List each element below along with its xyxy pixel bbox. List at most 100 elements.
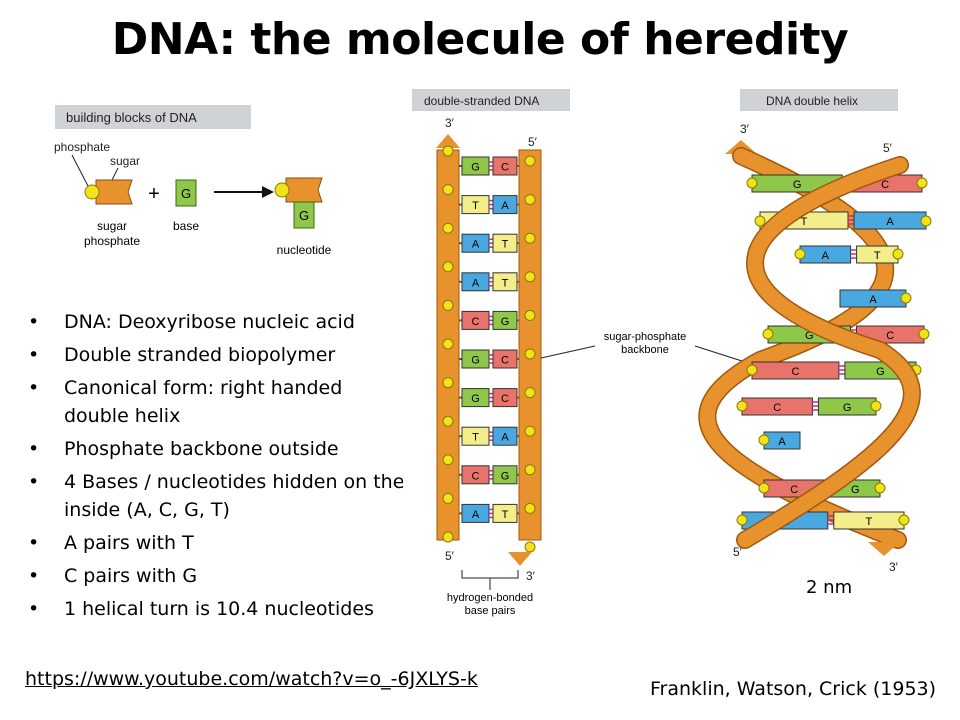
base-right-letter: A xyxy=(501,432,509,444)
helix-phosphate-dot xyxy=(758,434,770,446)
youtube-link[interactable]: https://www.youtube.com/watch?v=o_-6JXLY… xyxy=(25,668,478,690)
base-left-letter: A xyxy=(472,509,480,521)
sugar-label: sugar xyxy=(110,154,140,168)
phosphate-dot xyxy=(442,338,454,350)
double-helix-diagram: DNA double helix 3′ 5′ G CT AA TAG CC GC GAC GA… xyxy=(698,89,932,598)
bullet-item: DNA: Deoxyribose nucleic acid xyxy=(28,308,403,336)
helix-phosphate-dot xyxy=(754,215,766,227)
phosphate-dot xyxy=(442,145,454,157)
base-right-letter: G xyxy=(501,316,510,328)
helix-base-left-letter: C xyxy=(790,484,798,496)
base-right-letter: C xyxy=(501,162,509,174)
base-left-letter: C xyxy=(472,470,480,482)
phosphate-dot xyxy=(524,464,536,476)
ladder-top-arrow xyxy=(436,134,460,148)
phosphate-pointer xyxy=(71,154,89,187)
helix-base-right-letter: C xyxy=(886,330,894,342)
base-left-letter: G xyxy=(471,162,480,174)
helix-bottom-arrow xyxy=(868,542,900,556)
helix-phosphate-dot xyxy=(736,400,748,412)
helix-bottom-right-label: 3′ xyxy=(889,560,899,574)
sugar-shape xyxy=(95,179,133,205)
bullet-item: Double stranded biopolymer xyxy=(28,341,403,369)
helix-phosphate-dot xyxy=(746,364,758,376)
helix-base-right-letter: T xyxy=(874,250,881,262)
helix-phosphate-dot xyxy=(794,248,806,260)
helix-phosphate-dot xyxy=(920,215,932,227)
phosphate-dot xyxy=(442,454,454,466)
helix-phosphate-dot xyxy=(892,248,904,260)
phosphate-dot xyxy=(442,377,454,389)
phosphate-dot xyxy=(524,194,536,206)
helix-base-left-letter: A xyxy=(778,436,786,448)
backbone-label-1: sugar-phosphate xyxy=(604,331,687,343)
bullet-list: DNA: Deoxyribose nucleic acid Double str… xyxy=(28,308,403,628)
bullet-item: Phosphate backbone outside xyxy=(28,435,403,463)
helix-base-right-letter: G xyxy=(876,366,885,378)
phosphate-dot xyxy=(524,387,536,399)
base-shape xyxy=(175,179,197,207)
arrow-head xyxy=(262,186,274,198)
phosphate-dot xyxy=(524,309,536,321)
sugar-phosphate-label-1: sugar xyxy=(97,219,127,233)
helix-phosphate-dot xyxy=(898,514,910,526)
helix-bottom-left-label: 5′ xyxy=(733,545,743,559)
helix-phosphate-dot xyxy=(736,514,748,526)
phosphate-dot xyxy=(524,425,536,437)
helix-phosphate-dot xyxy=(758,482,770,494)
helix-base-left-letter: C xyxy=(791,366,799,378)
slide-title: DNA: the molecule of heredity xyxy=(111,14,849,65)
helix-base-left-letter: G xyxy=(805,330,814,342)
helix-base-left-letter: C xyxy=(773,402,781,414)
base-left-letter: A xyxy=(472,277,480,289)
backbone-pointer-left xyxy=(540,345,596,359)
sugar-pointer xyxy=(111,167,119,181)
ladder-right-backbone xyxy=(518,149,542,541)
bullet-item: 4 Bases / nucleotides hidden on theinsid… xyxy=(28,468,403,524)
base-right-letter: C xyxy=(501,393,509,405)
helix-phosphate-dot xyxy=(870,400,882,412)
ladder-bottom-arrow xyxy=(508,552,532,566)
helix-phosphate-dot xyxy=(874,482,886,494)
base-right-letter: A xyxy=(501,200,509,212)
helix-base-left-letter: G xyxy=(793,179,802,191)
phosphate-dot xyxy=(524,541,536,553)
phosphate-dot xyxy=(442,415,454,427)
phosphate-dot xyxy=(442,184,454,196)
ladder-top-right-label: 5′ xyxy=(528,135,538,149)
helix-base-right-letter: G xyxy=(851,484,860,496)
ladder-top-left-label: 3′ xyxy=(445,116,455,130)
base-left-letter: A xyxy=(472,239,480,251)
helix-top-right-label: 5′ xyxy=(883,141,893,155)
ladder-header: double-stranded DNA xyxy=(424,94,539,108)
phosphate-dot xyxy=(524,348,536,360)
building-blocks-header-bg xyxy=(55,105,251,129)
base-right-letter: G xyxy=(501,470,510,482)
nucleotide-base xyxy=(293,201,315,229)
backbone-pointer-right xyxy=(694,345,746,363)
helix-phosphate-dot xyxy=(762,328,774,340)
helix-phosphate-dot xyxy=(746,177,758,189)
helix-header: DNA double helix xyxy=(766,94,858,108)
helix-phosphate-dot xyxy=(916,177,928,189)
nucleotide-label: nucleotide xyxy=(277,243,332,257)
base-left-letter: T xyxy=(472,200,479,212)
bullet-item: C pairs with G xyxy=(28,562,403,590)
building-blocks-header: building blocks of DNA xyxy=(66,110,197,125)
helix-base-right-letter: G xyxy=(843,402,852,414)
helix-base-left-letter: T xyxy=(801,216,808,228)
backbone-label-2: backbone xyxy=(621,344,669,356)
helix-base-pairs: G CT AA TAG CC GC GAC GA T xyxy=(736,174,932,530)
sugar-phosphate-label-2: phosphate xyxy=(84,234,140,248)
phosphate-dot xyxy=(442,299,454,311)
ladder-bottom-right-label: 3′ xyxy=(526,569,536,583)
nucleotide-letter: G xyxy=(299,208,309,223)
helix-base-left-letter: A xyxy=(869,294,877,306)
ladder-base-pairs: G C T A A T A T C G G C G C T A C G A T xyxy=(442,145,536,553)
ladder-bottom-left-label: 5′ xyxy=(445,549,455,563)
helix-top-left-label: 3′ xyxy=(740,122,750,136)
base-right-letter: T xyxy=(502,239,509,251)
base-right-letter: C xyxy=(501,355,509,367)
phosphate-dot xyxy=(442,492,454,504)
